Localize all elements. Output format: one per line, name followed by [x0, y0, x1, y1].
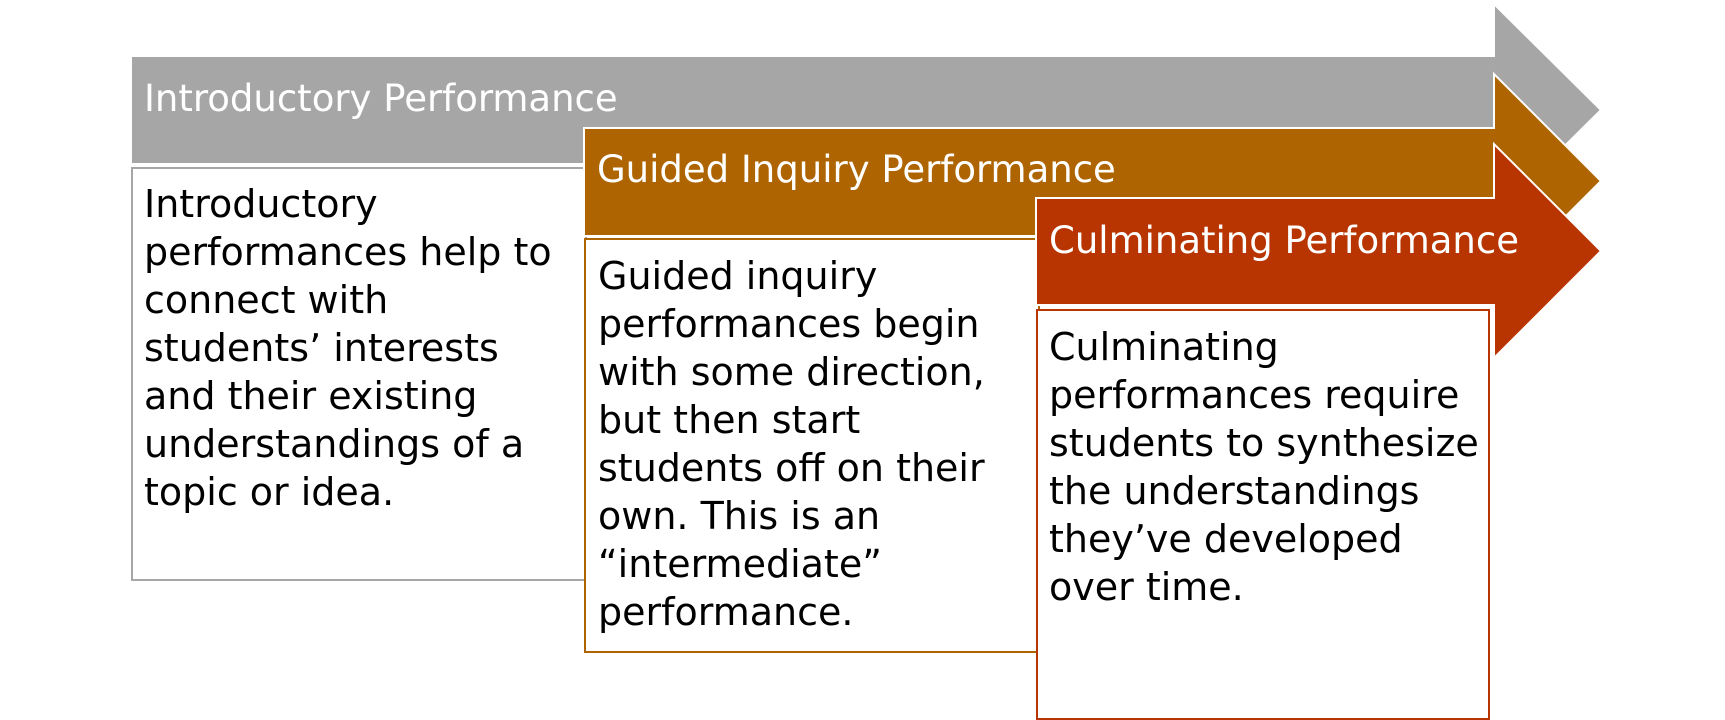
culminating-title: Culminating Performance	[1049, 219, 1519, 262]
introductory-description-box	[131, 167, 587, 581]
culminating-arrow-shape	[1035, 141, 1603, 361]
introductory-title: Introductory Performance	[144, 77, 618, 120]
introductory-description-text: Introductory performances help to connec…	[144, 182, 552, 514]
guided-description-text: Guided inquiry performances begin with s…	[598, 254, 985, 634]
culminating-description-text: Culminating performances require student…	[1049, 325, 1479, 609]
guided-title: Guided Inquiry Performance	[597, 148, 1116, 191]
guided-description-box	[584, 238, 1040, 653]
